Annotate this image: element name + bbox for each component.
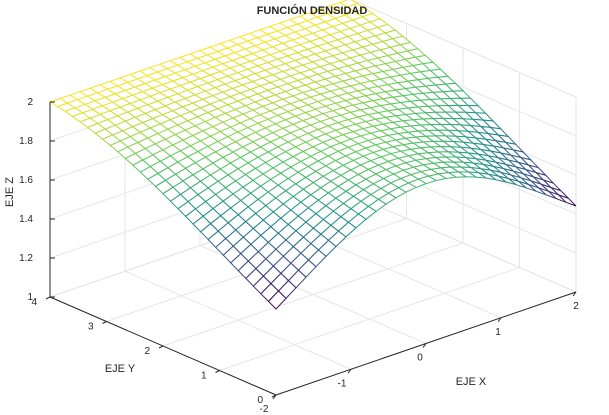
grid-line-y <box>162 242 464 347</box>
grid-line-z <box>349 193 577 293</box>
x-tick-label: -1 <box>338 378 347 389</box>
z-tick-label: 1.6 <box>19 175 33 186</box>
x-tick-label: 1 <box>495 327 501 338</box>
x-axis-label: EJE X <box>456 376 487 388</box>
z-tick-label: 1.2 <box>19 253 33 264</box>
surface-cell <box>267 290 287 310</box>
y-tick-mark <box>158 345 164 349</box>
z-tick-label: 2 <box>27 97 33 108</box>
x-tick-mark <box>572 291 577 297</box>
surface-mesh <box>48 0 577 310</box>
z-tick-label: 1 <box>27 292 33 303</box>
y-axis-label: EJE Y <box>105 363 136 375</box>
grid-line-z <box>351 0 577 98</box>
z-tick-label: 1.8 <box>19 136 33 147</box>
chart-title: FUNCIÓN DENSIDAD <box>257 4 368 17</box>
y-tick-label: 4 <box>31 297 37 308</box>
grid-line-y <box>219 267 520 371</box>
y-tick-mark <box>271 394 277 398</box>
y-tick-label: 1 <box>201 371 207 382</box>
y-tick-label: 3 <box>88 322 94 333</box>
y-tick-mark <box>215 370 220 373</box>
y-tick-mark <box>102 321 107 324</box>
z-tick-label: 1.4 <box>19 214 33 225</box>
x-tick-mark <box>347 368 352 374</box>
x-tick-label: 2 <box>573 301 579 312</box>
y-tick-mark <box>45 296 51 300</box>
x-tick-label: 0 <box>417 353 423 364</box>
x-tick-mark <box>497 317 502 323</box>
x-tick-label: -2 <box>260 404 269 415</box>
y-tick-label: 2 <box>144 346 150 357</box>
x-tick-mark <box>422 343 427 348</box>
z-axis-label: EJE Z <box>4 177 16 207</box>
y-tick-label: 0 <box>257 395 263 406</box>
